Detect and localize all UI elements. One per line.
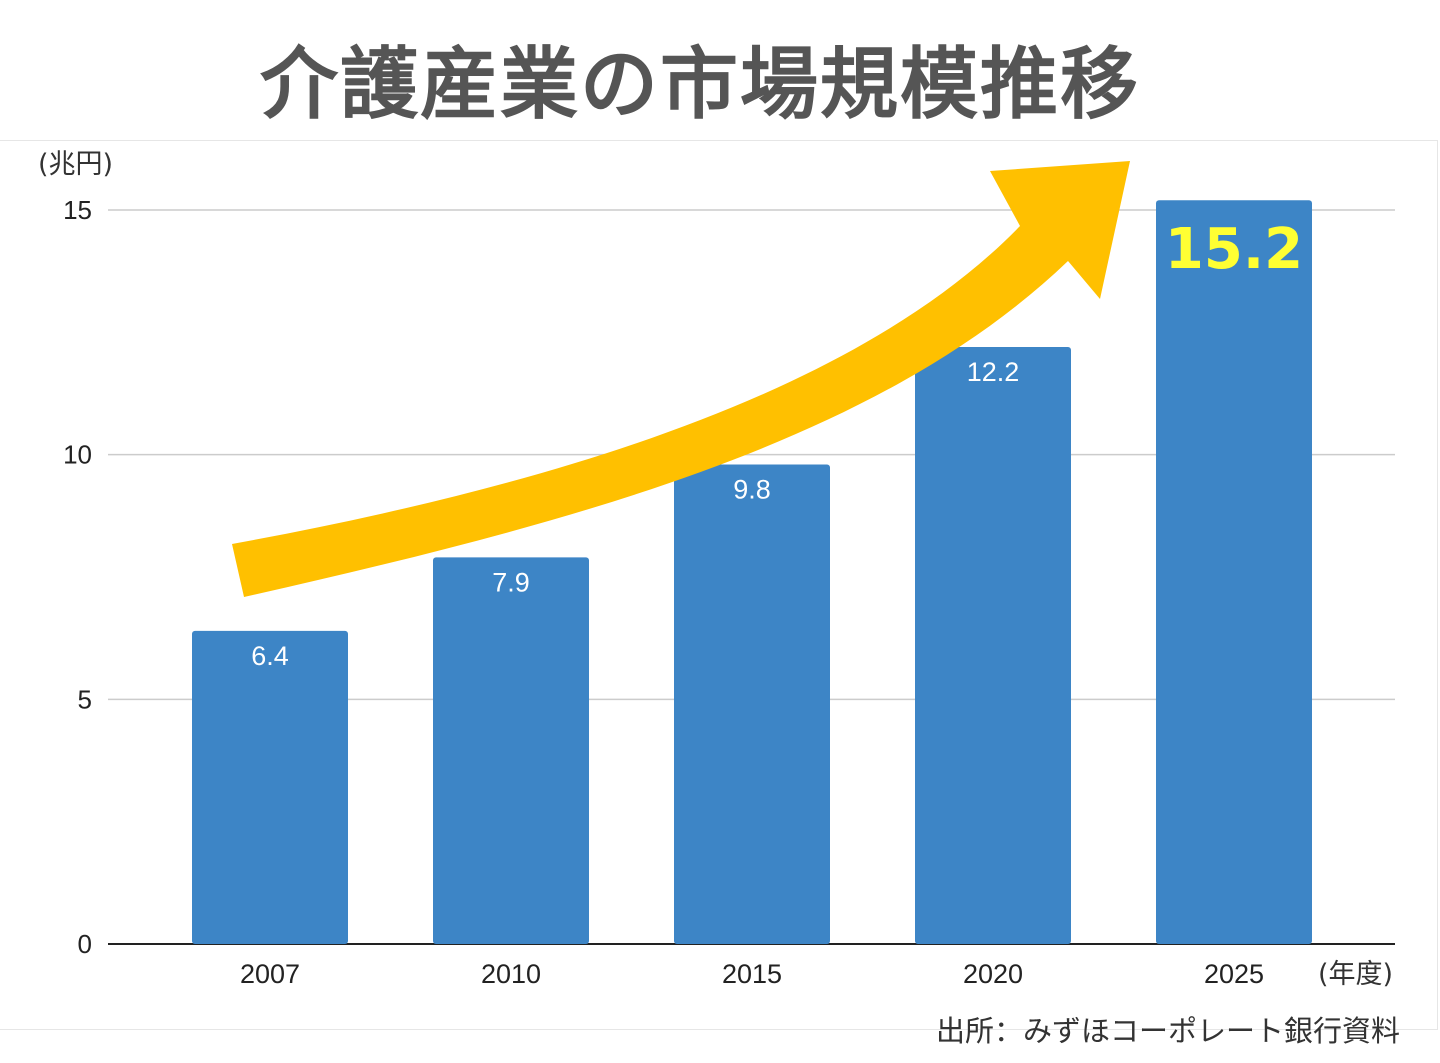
- y-tick-label: 15: [63, 195, 92, 225]
- data-label-2015: 9.8: [733, 474, 771, 504]
- x-axis-unit-label: (年度): [1318, 959, 1393, 990]
- trend-arrow: [232, 161, 1130, 597]
- x-tick-label-2015: 2015: [722, 959, 782, 989]
- data-label-2025: 15.2: [1165, 217, 1303, 282]
- x-tick-label-2025: 2025: [1204, 959, 1264, 989]
- labels: 0 5 10 15 6.4 2007 7.9 2010 9.8 2015 12.2 2020 15.2 2…: [63, 195, 1303, 989]
- data-label-2020: 12.2: [967, 357, 1020, 387]
- data-label-2007: 6.4: [251, 641, 289, 671]
- bar-2007: [192, 630, 348, 944]
- bar-2010: [433, 557, 589, 944]
- y-tick-label: 10: [63, 440, 92, 470]
- bars: [192, 200, 1312, 945]
- bar-chart: 0 5 10 15 6.4 2007 7.9 2010 9.8 2015 12.2 2020 15.2 2…: [38, 149, 1395, 990]
- bar-2025: [1156, 200, 1312, 945]
- x-tick-label-2007: 2007: [240, 959, 300, 989]
- x-tick-label-2010: 2010: [481, 959, 541, 989]
- source-note: 出所：みずほコーポレート銀行資料: [935, 1014, 1400, 1048]
- data-label-2010: 7.9: [492, 567, 530, 597]
- page-title: 介護産業の市場規模推移: [259, 40, 1140, 130]
- y-tick-label: 0: [78, 929, 92, 959]
- bar-2020: [915, 347, 1071, 945]
- y-tick-label: 5: [78, 684, 92, 714]
- bar-2015: [674, 464, 830, 944]
- x-tick-label-2020: 2020: [963, 959, 1023, 989]
- y-axis-unit-label: (兆円): [38, 149, 113, 180]
- chart-panel: 0 5 10 15 6.4 2007 7.9 2010 9.8 2015 12.2 2020 15.2 2…: [0, 140, 1438, 1030]
